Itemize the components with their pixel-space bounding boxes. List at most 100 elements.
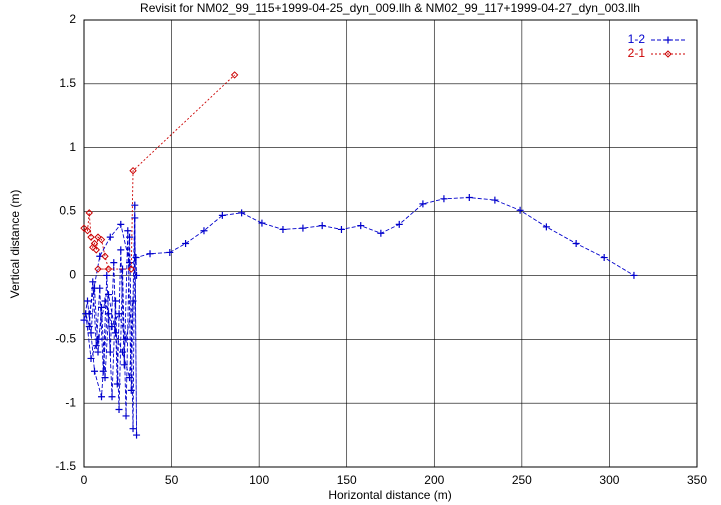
point — [126, 233, 134, 241]
point — [166, 248, 174, 256]
point — [600, 254, 608, 262]
point — [124, 227, 132, 235]
point — [117, 246, 125, 254]
point — [80, 224, 88, 232]
legend-marker — [664, 50, 672, 58]
point — [131, 214, 139, 222]
point — [419, 200, 427, 208]
y-tick-label: -1 — [65, 395, 76, 409]
point — [94, 348, 102, 356]
y-axis-label: Vertical distance (m) — [8, 190, 22, 299]
point — [119, 348, 127, 356]
point — [133, 431, 141, 439]
point — [258, 219, 266, 227]
x-axis-label: Horizontal distance (m) — [328, 488, 451, 502]
x-tick-label: 150 — [337, 473, 357, 487]
series-line — [83, 197, 635, 436]
point — [127, 265, 135, 273]
point — [122, 335, 130, 343]
point — [85, 323, 93, 331]
point — [122, 412, 130, 420]
point — [106, 348, 114, 356]
point — [218, 211, 226, 219]
point — [133, 271, 141, 279]
point — [87, 354, 95, 362]
point — [94, 233, 102, 241]
point — [200, 227, 208, 235]
point — [126, 259, 134, 267]
point — [104, 265, 113, 273]
y-tick-label: 1 — [69, 140, 76, 154]
y-tick-label: -1.5 — [55, 459, 76, 473]
point — [87, 233, 95, 241]
point — [279, 225, 287, 233]
x-tick-label: 250 — [512, 473, 532, 487]
point — [395, 220, 403, 228]
point — [230, 71, 239, 79]
point — [126, 374, 134, 382]
point — [101, 374, 109, 382]
point — [117, 220, 125, 228]
point — [105, 291, 113, 299]
point — [105, 310, 113, 318]
point — [92, 342, 100, 350]
point — [572, 240, 580, 247]
point — [440, 195, 448, 203]
point — [377, 229, 385, 237]
point — [129, 166, 137, 175]
y-tick-label: -0.5 — [55, 331, 76, 345]
point — [299, 224, 307, 232]
point — [110, 259, 118, 267]
point — [87, 329, 95, 337]
point — [182, 240, 190, 247]
point — [465, 194, 473, 202]
point — [103, 271, 111, 279]
point — [89, 278, 97, 286]
point — [98, 393, 106, 401]
point — [97, 235, 106, 244]
x-tick-label: 0 — [81, 473, 88, 487]
x-tick-label: 50 — [165, 473, 179, 487]
point — [127, 386, 135, 394]
point — [99, 367, 107, 375]
point — [106, 233, 114, 241]
point — [112, 329, 120, 337]
point — [357, 222, 365, 230]
point — [80, 316, 88, 324]
point — [337, 225, 345, 233]
point — [516, 206, 524, 214]
point — [85, 310, 93, 318]
y-tick-label: 0 — [69, 268, 76, 282]
point — [92, 246, 100, 254]
point — [96, 284, 104, 292]
point — [146, 250, 154, 258]
point — [98, 303, 106, 311]
point — [115, 310, 123, 318]
point — [129, 297, 137, 305]
point — [115, 406, 123, 414]
x-tick-label: 200 — [424, 473, 444, 487]
legend-marker — [664, 36, 672, 44]
point — [131, 201, 139, 209]
point — [94, 335, 102, 343]
point — [101, 252, 109, 260]
point — [90, 239, 99, 248]
point — [84, 297, 92, 305]
point — [318, 222, 326, 230]
series-line — [83, 74, 235, 270]
chart-title: Revisit for NM02_99_115+1999-04-25_dyn_0… — [140, 1, 640, 15]
point — [132, 254, 140, 262]
point — [94, 265, 102, 273]
x-tick-label: 100 — [249, 473, 269, 487]
legend-label: 2-1 — [628, 46, 646, 60]
point — [491, 196, 499, 204]
point — [83, 227, 92, 235]
plot-border — [83, 19, 698, 468]
point — [113, 380, 121, 388]
point — [238, 209, 246, 217]
y-tick-label: 0.5 — [59, 204, 76, 218]
point — [129, 425, 137, 433]
x-tick-label: 350 — [687, 473, 707, 487]
y-tick-label: 1.5 — [59, 76, 76, 90]
